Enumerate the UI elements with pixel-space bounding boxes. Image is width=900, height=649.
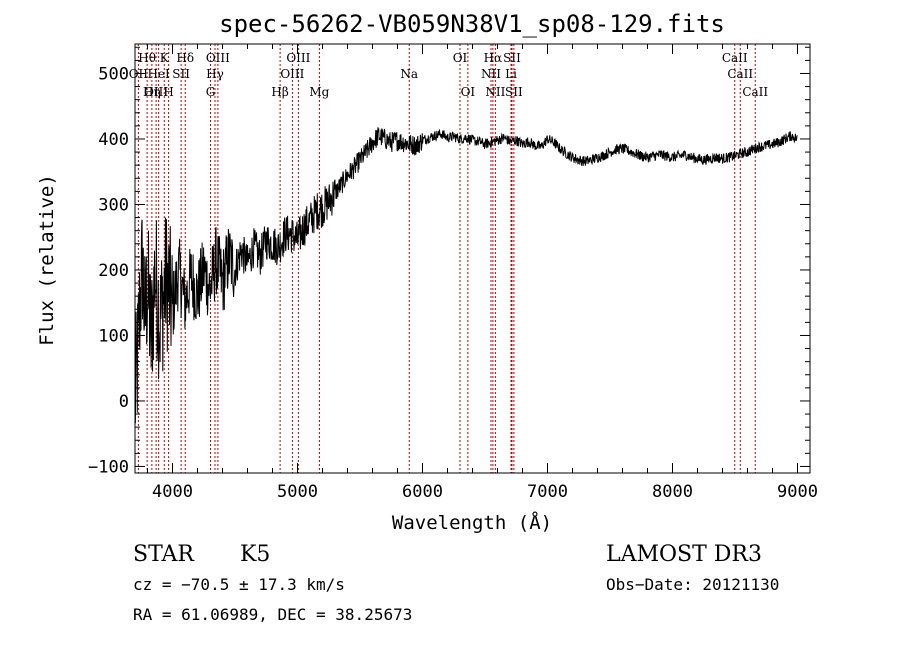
spectral-line-label: G bbox=[206, 85, 216, 99]
coordinates-info: RA = 61.06989, DEC = 38.25673 bbox=[133, 605, 412, 624]
spectral-line-label: OIII bbox=[144, 85, 168, 99]
spectral-line-label: Hβ bbox=[271, 85, 288, 99]
spectral-line-label: Hγ bbox=[206, 67, 224, 81]
spectral-line-label: NII bbox=[485, 85, 505, 99]
y-axis-title: Flux (relative) bbox=[36, 174, 58, 346]
spectral-line-label: CaII bbox=[742, 85, 768, 99]
spectral-line-label: OIII bbox=[286, 51, 310, 65]
spectral-line-label: Mg bbox=[309, 85, 329, 99]
spectral-line-label: Na bbox=[400, 67, 418, 81]
spectral-line-markers bbox=[137, 44, 756, 473]
spectral-line-label: OI bbox=[461, 85, 476, 99]
spectral-line-label: OI bbox=[453, 51, 468, 65]
x-tick-label: 5000 bbox=[277, 482, 318, 502]
y-tick-label: 400 bbox=[98, 130, 129, 150]
redshift-info: cz = −70.5 ± 17.3 km/s bbox=[133, 575, 345, 594]
x-tick-label: 8000 bbox=[652, 482, 693, 502]
object-subclass: K5 bbox=[240, 542, 270, 567]
x-tick-label: 4000 bbox=[152, 482, 193, 502]
spectral-line-label: HeI bbox=[147, 67, 170, 81]
y-tick-label: 500 bbox=[98, 64, 129, 84]
spectral-line-label: Hδ bbox=[176, 51, 194, 65]
observation-date: Obs−Date: 20121130 bbox=[606, 575, 779, 594]
survey-name: LAMOST DR3 bbox=[606, 542, 762, 567]
spectral-line-label: CaII bbox=[722, 51, 748, 65]
spectral-line-label: Hθ bbox=[138, 51, 156, 65]
y-axis-ticks: −100 0 100 200 300 400 500 bbox=[88, 46, 810, 477]
x-tick-label: 9000 bbox=[777, 482, 818, 502]
spectral-line-label: CaII bbox=[727, 67, 753, 81]
spectral-line-label: SII bbox=[505, 85, 523, 99]
spectral-line-label: Li bbox=[505, 67, 517, 81]
spectral-line-label: SII bbox=[172, 67, 190, 81]
spectral-line-label: H bbox=[163, 85, 173, 99]
y-tick-label: 0 bbox=[119, 392, 129, 412]
y-tick-label: 100 bbox=[98, 326, 129, 346]
spectral-line-labels: Hθ OII OIII K HeI Hη H SII Hδ OIII Hγ G Hβ OIII OIII Mg… bbox=[129, 51, 769, 99]
spectrum-series-line bbox=[134, 127, 798, 424]
spectral-line-label: SII bbox=[503, 51, 521, 65]
spectral-line-label: OII bbox=[129, 67, 149, 81]
spectral-line-label: NII bbox=[481, 67, 501, 81]
x-tick-label: 6000 bbox=[402, 482, 443, 502]
spectral-line-label: K bbox=[160, 51, 170, 65]
chart-title: spec-56262-VB059N38V1_sp08-129.fits bbox=[219, 10, 725, 38]
object-class: STAR bbox=[133, 542, 195, 567]
y-tick-label: 200 bbox=[98, 261, 129, 281]
y-tick-label: −100 bbox=[88, 457, 129, 477]
x-axis-title: Wavelength (Å) bbox=[392, 511, 552, 534]
spectral-line-label: Hη bbox=[143, 85, 161, 99]
spectral-line-label: OIII bbox=[206, 51, 230, 65]
x-axis-ticks: 4000 5000 6000 7000 8000 9000 bbox=[147, 44, 818, 502]
spectral-line-label: Hα bbox=[484, 51, 503, 65]
x-tick-label: 7000 bbox=[527, 482, 568, 502]
y-tick-label: 300 bbox=[98, 195, 129, 215]
spectral-line-label: OIII bbox=[280, 67, 304, 81]
